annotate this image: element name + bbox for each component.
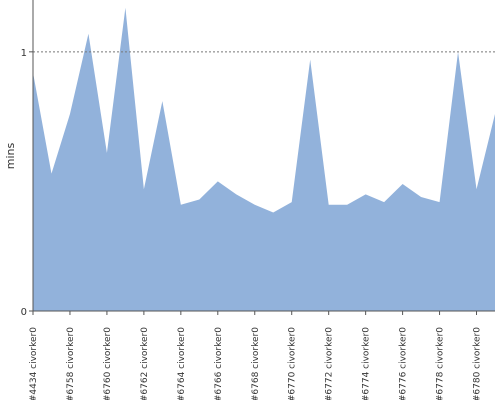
x-tick-label-6: #6768 civorker0 <box>251 327 261 400</box>
y-tick-label-0: 0 <box>21 307 27 318</box>
series-area <box>33 7 495 312</box>
x-tick-label-4: #6764 civorker0 <box>177 327 187 400</box>
x-tick-label-11: #6778 civorker0 <box>436 327 446 400</box>
y-tick-label-1: 1 <box>21 48 27 59</box>
x-tick-label-10: #6776 civorker0 <box>399 327 409 400</box>
x-tick-label-3: #6762 civorker0 <box>140 327 150 400</box>
x-tick-label-1: #6758 civorker0 <box>66 327 76 400</box>
x-tick-label-8: #6772 civorker0 <box>325 327 335 400</box>
x-tick-label-5: #6766 civorker0 <box>214 327 224 400</box>
x-tick-label-0: #4434 civorker0 <box>29 327 39 400</box>
y-axis-label: mins <box>4 142 17 169</box>
x-tick-label-12: #6780 civorker0 <box>473 327 483 400</box>
x-tick-label-9: #6774 civorker0 <box>362 327 372 400</box>
x-tick-label-2: #6760 civorker0 <box>103 327 113 400</box>
x-tick-label-7: #6770 civorker0 <box>288 327 298 400</box>
